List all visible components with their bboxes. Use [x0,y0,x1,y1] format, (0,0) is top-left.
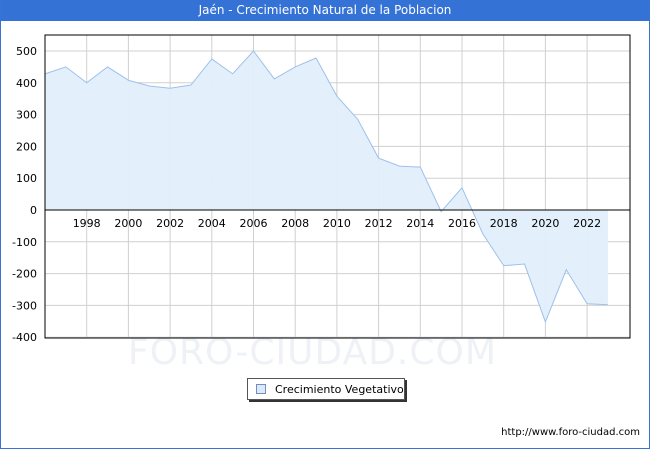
y-tick-label: -400 [12,331,37,344]
y-tick-label: -300 [12,299,37,312]
x-tick-label: 2020 [531,217,559,230]
x-tick-label: 2018 [490,217,518,230]
chart-title: Jaén - Crecimiento Natural de la Poblaci… [0,0,650,21]
y-tick-label: 400 [16,77,37,90]
x-tick-label: 2006 [240,217,268,230]
x-tick-label: 2022 [573,217,601,230]
x-tick-label: 1998 [73,217,101,230]
x-tick-label: 2000 [114,217,142,230]
y-tick-label: 0 [30,204,37,217]
x-tick-label: 2010 [323,217,351,230]
x-tick-label: 2016 [448,217,476,230]
legend-label: Crecimiento Vegetativo [275,382,404,396]
source-url: http://www.foro-ciudad.com [501,427,640,438]
x-tick-label: 2008 [281,217,309,230]
y-tick-label: 100 [16,172,37,185]
x-tick-label: 2012 [365,217,393,230]
y-tick-label: 200 [16,140,37,153]
x-tick-label: 2004 [198,217,226,230]
legend: Crecimiento Vegetativo [247,378,405,400]
watermark: FORO-CIUDAD.COM [128,332,497,373]
y-tick-label: 300 [16,109,37,122]
area-fill [45,51,608,322]
series-line [44,50,608,324]
y-tick-label: -100 [12,236,37,249]
plot-border [44,34,631,339]
x-tick-label: 2002 [156,217,184,230]
x-tick-label: 2014 [406,217,434,230]
y-tick-label: -200 [12,268,37,281]
y-tick-label: 500 [16,45,37,58]
legend-swatch-icon [256,384,266,394]
